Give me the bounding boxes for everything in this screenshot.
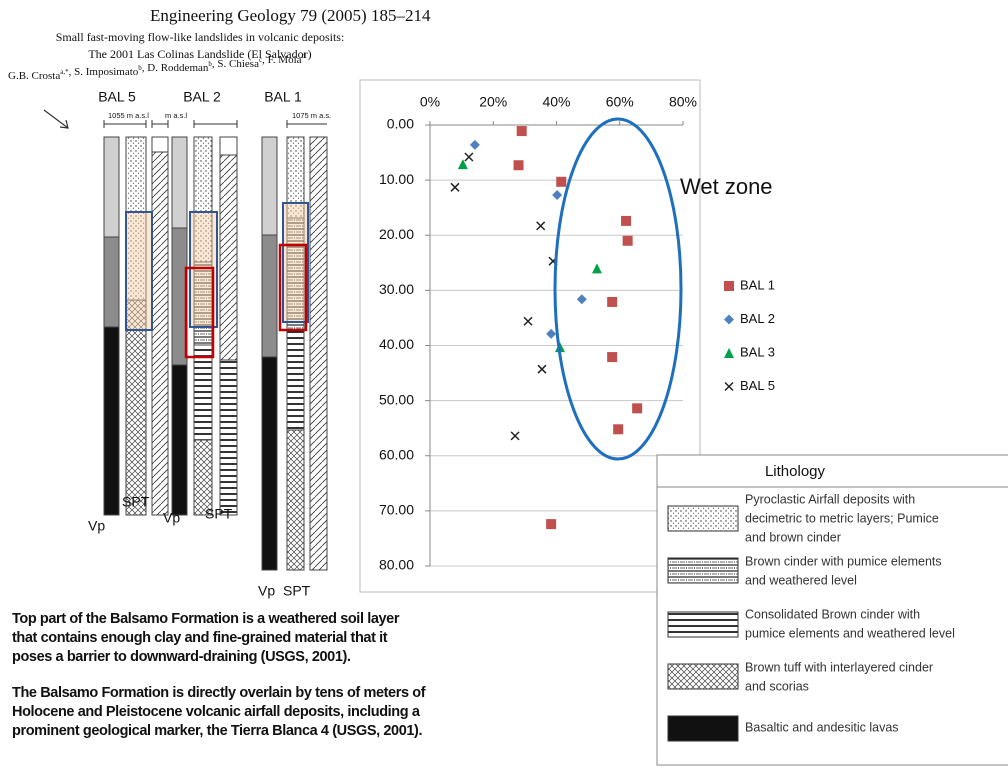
y-tick-label: 80.00: [379, 557, 414, 573]
spt-segment: [220, 137, 237, 155]
journal: Engineering Geology 79 (2005) 185–214: [150, 6, 431, 25]
litho-segment: [287, 430, 304, 570]
x-tick-label: 0%: [420, 94, 440, 110]
point: [546, 519, 556, 529]
paragraph-line: Holocene and Pleistocene volcanic airfal…: [12, 704, 421, 720]
vp-segment: [104, 137, 119, 237]
x-tick-label: 80%: [669, 94, 697, 110]
legend-text: decimetric to metric layers; Pumice: [745, 511, 939, 525]
point: [621, 216, 631, 226]
x-tick-label: 20%: [479, 94, 507, 110]
x-tick-label: 40%: [542, 94, 570, 110]
vp-segment: [262, 235, 277, 357]
paragraph-line: The Balsamo Formation is directly overla…: [12, 685, 426, 701]
column-label: SPT: [205, 506, 233, 522]
y-tick-label: 10.00: [379, 171, 414, 187]
legend-label: BAL 2: [740, 311, 775, 326]
borehole-bal5: [104, 137, 168, 515]
litho-segment: [194, 345, 212, 440]
swatch: [668, 558, 738, 583]
y-tick-label: 30.00: [379, 281, 414, 297]
swatch: [668, 506, 738, 531]
point: [514, 160, 524, 170]
y-tick-label: 20.00: [379, 226, 414, 242]
vp-segment: [262, 357, 277, 570]
highlight-box: [126, 212, 152, 330]
point: [607, 352, 617, 362]
highlight-box: [283, 203, 308, 322]
swatch: [668, 664, 738, 689]
legend-text: Brown tuff with interlayered cinder: [745, 660, 933, 674]
vp-segment: [262, 137, 277, 235]
legend-text: Consolidated Brown cinder with: [745, 607, 920, 621]
spt-segment: [220, 155, 237, 360]
y-tick-label: 40.00: [379, 336, 414, 352]
paragraph-line: poses a barrier to downward-draining (US…: [12, 649, 351, 665]
column-label: SPT: [122, 494, 150, 510]
legend-text: Pyroclastic Airfall deposits with: [745, 492, 915, 506]
swatch: [668, 716, 738, 741]
column-label: Vp: [258, 583, 275, 599]
litho-segment: [194, 440, 212, 515]
spt-segment: [310, 137, 327, 570]
y-tick-label: 0.00: [387, 116, 414, 132]
borehole-bal1: [262, 137, 327, 570]
legend-text: and weathered level: [745, 573, 857, 587]
y-tick-label: 60.00: [379, 446, 414, 462]
legend-text: and brown cinder: [745, 530, 841, 544]
swatch: [668, 612, 738, 637]
column-label: SPT: [283, 583, 311, 599]
point: [623, 236, 633, 246]
vp-segment: [104, 237, 119, 327]
annotation: Wet zone: [680, 174, 773, 199]
legend-text: and scorias: [745, 679, 809, 693]
elevation: 1075 m a.s.: [292, 111, 331, 120]
point: [632, 403, 642, 413]
paragraph-line: prominent geological marker, the Tierra …: [12, 723, 422, 739]
spt-segment: [220, 360, 237, 515]
borehole-name: BAL 2: [183, 89, 221, 105]
x-tick-label: 60%: [606, 94, 634, 110]
legend-label: BAL 1: [740, 277, 775, 292]
author-name: S. Chiesa: [217, 58, 259, 70]
author-name: G.B. Crosta: [8, 70, 60, 82]
legend-text: Brown cinder with pumice elements: [745, 554, 942, 568]
elevation: 1055 m a.s.l: [108, 111, 149, 120]
legend-text: pumice elements and weathered level: [745, 626, 955, 640]
author-name: D. Roddeman: [147, 62, 209, 74]
vp-segment: [172, 137, 187, 228]
vp-segment: [172, 365, 187, 515]
y-tick-label: 70.00: [379, 502, 414, 518]
paragraph-line: that contains enough clay and fine-grain…: [12, 630, 388, 646]
litho-segment: [287, 330, 304, 430]
point: [556, 177, 566, 187]
spt-segment: [152, 152, 168, 515]
paragraph-line: Top part of the Balsamo Formation is a w…: [12, 611, 400, 627]
column-label: Vp: [163, 510, 180, 526]
y-tick-label: 50.00: [379, 391, 414, 407]
spt-segment: [152, 137, 168, 152]
litho-segment: [126, 300, 146, 515]
column-label: Vp: [88, 518, 105, 534]
borehole-name: BAL 5: [98, 89, 136, 105]
point: [724, 281, 734, 291]
page: Engineering Geology 79 (2005) 185–214 Sm…: [0, 0, 1008, 773]
vp-segment: [104, 327, 119, 515]
author-name: S. Imposimato: [74, 66, 139, 78]
point: [613, 424, 623, 434]
paper-title: Small fast-moving flow-like landslides i…: [56, 30, 345, 44]
legend-text: Basaltic and andesitic lavas: [745, 720, 899, 734]
lithology-legend: Lithology Pyroclastic Airfall deposits w…: [657, 455, 1008, 765]
borehole-name: BAL 1: [264, 89, 302, 105]
author-affiliation: d: [302, 52, 306, 60]
borehole-bal2: [172, 137, 237, 515]
author-name: F. Moia: [268, 54, 302, 66]
point: [517, 126, 527, 136]
elevation: m a.s.l: [165, 111, 187, 120]
legend-label: BAL 5: [740, 378, 775, 393]
legend-title: Lithology: [765, 463, 826, 480]
point: [607, 297, 617, 307]
legend-label: BAL 3: [740, 344, 775, 359]
